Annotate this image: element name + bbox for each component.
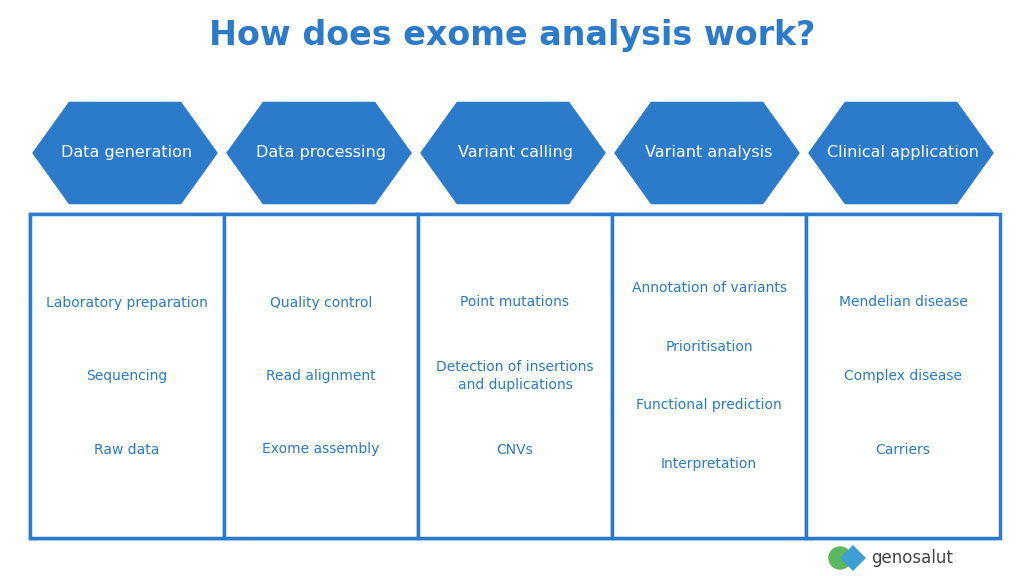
Circle shape (829, 547, 851, 569)
Text: Complex disease: Complex disease (844, 369, 962, 383)
Text: Sequencing: Sequencing (86, 369, 168, 383)
Bar (612, 214, 806, 538)
Polygon shape (418, 100, 608, 206)
Bar (806, 214, 1000, 538)
Text: Prioritisation: Prioritisation (666, 340, 753, 354)
Bar (224, 214, 418, 538)
Text: How does exome analysis work?: How does exome analysis work? (209, 20, 815, 52)
Text: Exome assembly: Exome assembly (262, 442, 380, 457)
Text: Laboratory preparation: Laboratory preparation (46, 295, 208, 309)
Text: Variant calling: Variant calling (458, 146, 572, 161)
Text: CNVs: CNVs (497, 442, 534, 457)
Text: Point mutations: Point mutations (461, 295, 569, 309)
Text: Mendelian disease: Mendelian disease (839, 295, 968, 309)
Text: Functional prediction: Functional prediction (636, 399, 782, 412)
Text: Data generation: Data generation (61, 146, 193, 161)
Bar (30, 214, 224, 538)
Text: Variant analysis: Variant analysis (645, 146, 773, 161)
Text: Detection of insertions
and duplications: Detection of insertions and duplications (436, 360, 594, 392)
Text: genosalut: genosalut (871, 549, 953, 567)
Bar (418, 214, 612, 538)
Polygon shape (612, 100, 802, 206)
Bar (30, 214, 996, 538)
Text: Clinical application: Clinical application (827, 146, 979, 161)
Polygon shape (224, 100, 414, 206)
Text: Carriers: Carriers (876, 442, 931, 457)
Text: Read alignment: Read alignment (266, 369, 376, 383)
Text: Quality control: Quality control (269, 295, 372, 309)
Text: Raw data: Raw data (94, 442, 160, 457)
Text: Data processing: Data processing (256, 146, 386, 161)
Polygon shape (806, 100, 996, 206)
Polygon shape (30, 100, 220, 206)
Text: Annotation of variants: Annotation of variants (632, 281, 786, 295)
Text: Interpretation: Interpretation (660, 457, 757, 471)
Polygon shape (840, 545, 866, 571)
